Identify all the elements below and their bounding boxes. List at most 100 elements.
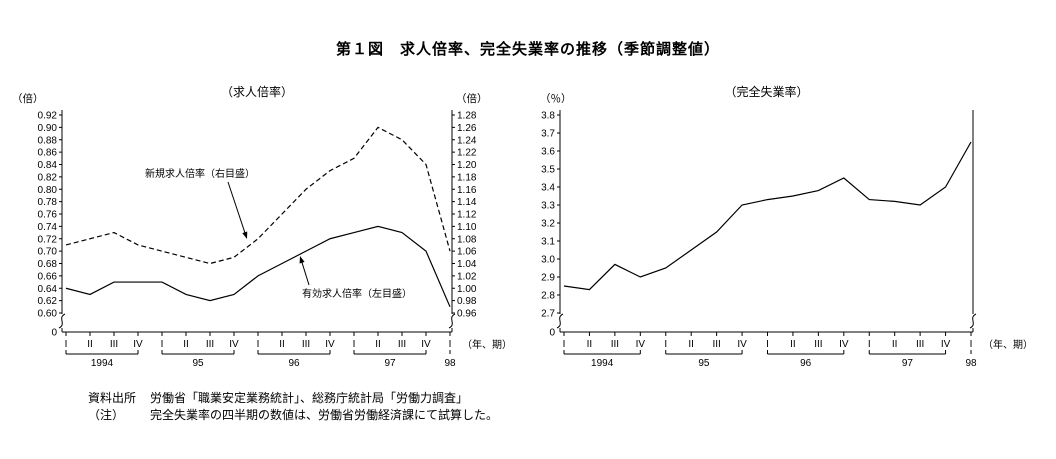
- quarter-label: IV: [636, 339, 646, 350]
- axis-unit-label: （倍）: [456, 92, 488, 105]
- footnote-source-label: 資料出所: [88, 391, 137, 405]
- y-tick-label: 0.76: [38, 210, 58, 221]
- year-label: 1994: [91, 358, 114, 369]
- quarter-label: III: [206, 339, 214, 350]
- y-tick-label: 3.6: [541, 147, 555, 158]
- y-tick-label: 1.10: [457, 222, 477, 233]
- y-tick-label: 0.82: [38, 172, 58, 183]
- quarter-label: IV: [839, 339, 849, 350]
- footnote-note-text: 完全失業率の四半期の数値は、労働省労働経済課にて試算した。: [150, 408, 499, 422]
- series-annotation: 有効求人倍率（左目盛）: [302, 287, 412, 300]
- series-annotation: 新規求人倍率（右目盛）: [145, 167, 255, 180]
- y-tick-label: 1.28: [457, 111, 477, 122]
- annotation-arrow: [227, 181, 247, 236]
- quarter-label: II: [688, 339, 694, 350]
- footnote-source-row: 資料出所 労働省「職業安定業務統計」、総務庁統計局「労働力調査」: [88, 390, 498, 407]
- y-tick-label: 0.68: [38, 259, 58, 270]
- y-tick-label: 1.16: [457, 185, 477, 196]
- year-label: 98: [444, 358, 456, 369]
- y-tick-label: 1.26: [457, 123, 477, 134]
- quarter-label: IV: [325, 339, 335, 350]
- figure-title: 第１図 求人倍率、完全失業率の推移（季節調整値）: [335, 41, 720, 58]
- y-tick-label: 3.4: [541, 183, 555, 194]
- y-tick-label: 0.84: [38, 160, 58, 171]
- y-tick-label: 1.14: [457, 197, 477, 208]
- quarter-label: I: [161, 339, 164, 350]
- y-tick-label: 0.66: [38, 271, 58, 282]
- axis-break-icon: [969, 313, 977, 329]
- y-tick-label: 3.7: [541, 129, 555, 140]
- quarter-label: III: [814, 339, 822, 350]
- origin-label: 0: [549, 328, 555, 339]
- quarter-label: II: [183, 339, 189, 350]
- y-tick-label: 0.74: [38, 222, 58, 233]
- quarter-label: I: [868, 339, 871, 350]
- quarter-label: II: [279, 339, 285, 350]
- chart-title: （完全失業率）: [724, 84, 808, 99]
- quarter-label: I: [449, 339, 452, 350]
- y-tick-label: 1.24: [457, 135, 477, 146]
- quarter-label: I: [664, 339, 667, 350]
- annotation-arrowhead: [242, 231, 248, 239]
- footnote-source-text: 労働省「職業安定業務統計」、総務庁統計局「労働力調査」: [150, 391, 469, 405]
- y-tick-label: 3.8: [541, 111, 555, 122]
- quarter-label: III: [110, 339, 118, 350]
- axis-break-icon: [448, 313, 456, 329]
- footnotes: 資料出所 労働省「職業安定業務統計」、総務庁統計局「労働力調査」 （注） 完全失…: [88, 390, 498, 424]
- quarter-label: I: [257, 339, 260, 350]
- y-tick-label: 2.7: [541, 309, 555, 320]
- y-tick-label: 3.2: [541, 219, 555, 230]
- y-tick-label: 0.64: [38, 284, 58, 295]
- y-tick-label: 0.96: [457, 309, 477, 320]
- year-label: 95: [192, 358, 204, 369]
- quarter-label: III: [302, 339, 310, 350]
- y-tick-label: 0.86: [38, 148, 58, 159]
- y-tick-label: 1.04: [457, 259, 477, 270]
- y-tick-label: 0.60: [38, 309, 58, 320]
- quarter-label: II: [790, 339, 796, 350]
- quarter-label: II: [87, 339, 93, 350]
- quarter-label: IV: [941, 339, 951, 350]
- quarter-label: I: [766, 339, 769, 350]
- quarter-label: I: [970, 339, 973, 350]
- quarter-label: II: [375, 339, 381, 350]
- y-tick-label: 0.98: [457, 296, 477, 307]
- series-dashed-line: [65, 126, 451, 265]
- job-openings-ratio-chart: （求人倍率） 0.920.900.88 0.860.840.82 0.800.78 0.…: [12, 84, 512, 369]
- y-tick-label: 1.08: [457, 234, 477, 245]
- quarter-label: III: [712, 339, 720, 350]
- y-tick-label: 1.20: [457, 160, 477, 171]
- footnote-note-row: （注） 完全失業率の四半期の数値は、労働省労働経済課にて試算した。: [88, 407, 498, 424]
- y-tick-label: 3.0: [541, 255, 555, 266]
- series-solid-line: [563, 141, 972, 291]
- quarter-label: I: [563, 339, 566, 350]
- quarter-label: IV: [133, 339, 143, 350]
- y-tick-label: 3.1: [541, 237, 555, 248]
- y-tick-label: 0.88: [38, 135, 58, 146]
- origin-label: 0: [51, 328, 57, 339]
- y-tick-label: 3.5: [541, 165, 555, 176]
- year-label: 98: [965, 358, 977, 369]
- footnote-note-label: （注）: [88, 408, 125, 422]
- quarter-label: II: [892, 339, 898, 350]
- y-tick-label: 0.78: [38, 197, 58, 208]
- quarter-label: II: [587, 339, 593, 350]
- axis-unit-label: （倍）: [12, 92, 44, 105]
- axis-unit-label: （％）: [540, 93, 572, 105]
- y-tick-label: 0.92: [38, 111, 58, 122]
- y-tick-label: 3.3: [541, 201, 555, 212]
- year-label: 96: [288, 358, 300, 369]
- y-tick-label: 1.12: [457, 210, 477, 221]
- unemployment-rate-chart: （完全失業率） 3.8 3.7 3.6 3.5 3.4 3.3 3.2 3.1 3.0 2.9 2.8…: [540, 84, 1033, 369]
- year-label: 95: [698, 358, 710, 369]
- x-axis-unit-label: （年、期）: [983, 338, 1033, 351]
- annotation-arrowhead: [299, 256, 305, 264]
- x-axis-unit-label: （年、期）: [462, 338, 512, 351]
- year-label: 97: [902, 358, 914, 369]
- year-label: 97: [384, 358, 396, 369]
- y-tick-label: 1.02: [457, 271, 477, 282]
- quarter-label: I: [65, 339, 68, 350]
- y-tick-label: 0.80: [38, 185, 58, 196]
- annotation-arrow: [300, 259, 310, 286]
